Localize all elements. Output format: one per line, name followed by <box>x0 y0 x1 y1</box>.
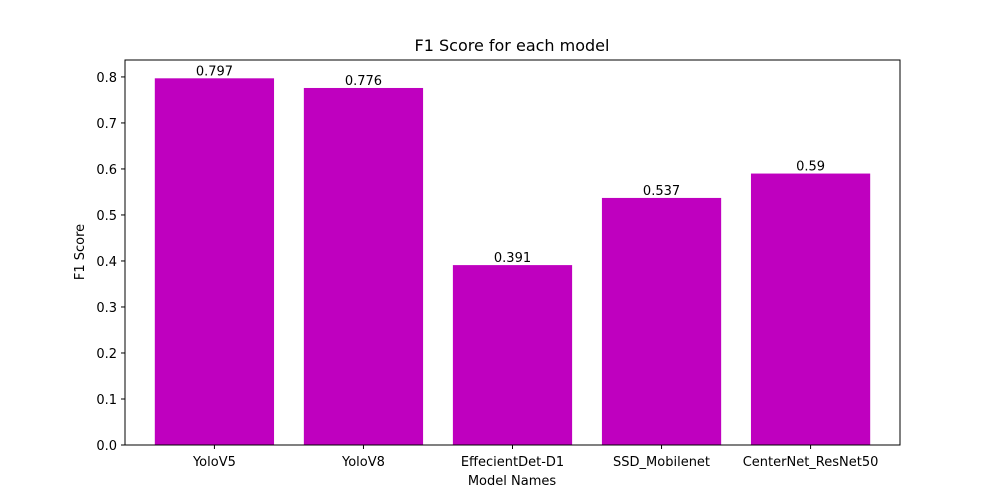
bar-4 <box>750 173 871 445</box>
bars-group <box>154 78 871 445</box>
y-tick-label-4: 0.4 <box>96 255 117 270</box>
bar-3 <box>601 197 722 445</box>
y-tick-label-7: 0.7 <box>96 117 117 132</box>
data-label-0: 0.797 <box>196 64 233 79</box>
x-tick-label-1: YoloV8 <box>341 455 385 470</box>
plot-frame <box>124 59 901 446</box>
data-label-4: 0.59 <box>796 160 825 175</box>
chart-title: F1 Score for each model <box>415 36 610 55</box>
y-tick-label-2: 0.2 <box>96 347 117 362</box>
y-tick-label-8: 0.8 <box>96 71 117 86</box>
y-axis-label: F1 Score <box>73 224 88 280</box>
x-tick-label-4: CenterNet_ResNet50 <box>743 455 879 470</box>
y-tick-label-3: 0.3 <box>96 301 117 316</box>
y-tick-label-5: 0.5 <box>96 209 117 224</box>
x-tick-label-2: EffecientDet-D1 <box>461 455 564 470</box>
y-tick-label-0: 0.0 <box>96 439 117 454</box>
bar-2 <box>452 265 573 445</box>
x-tick-label-3: SSD_Mobilenet <box>613 455 710 470</box>
y-tick-label-1: 0.1 <box>96 393 117 408</box>
data-labels-group: 0.797 0.776 0.391 0.537 0.59 <box>196 64 825 266</box>
bar-1 <box>303 87 424 445</box>
bar-0 <box>154 78 275 445</box>
data-label-3: 0.537 <box>643 184 680 199</box>
y-tick-label-6: 0.6 <box>96 163 117 178</box>
x-axis-label: Model Names <box>468 474 557 489</box>
y-axis-ticks: 0.0 0.1 0.2 0.3 0.4 0.5 0.6 0.7 0.8 <box>96 71 125 454</box>
x-axis-ticks: YoloV5 YoloV8 EffecientDet-D1 SSD_Mobilenet… <box>192 445 878 470</box>
x-tick-label-0: YoloV5 <box>192 455 236 470</box>
data-label-2: 0.391 <box>494 251 531 266</box>
data-label-1: 0.776 <box>345 74 382 89</box>
